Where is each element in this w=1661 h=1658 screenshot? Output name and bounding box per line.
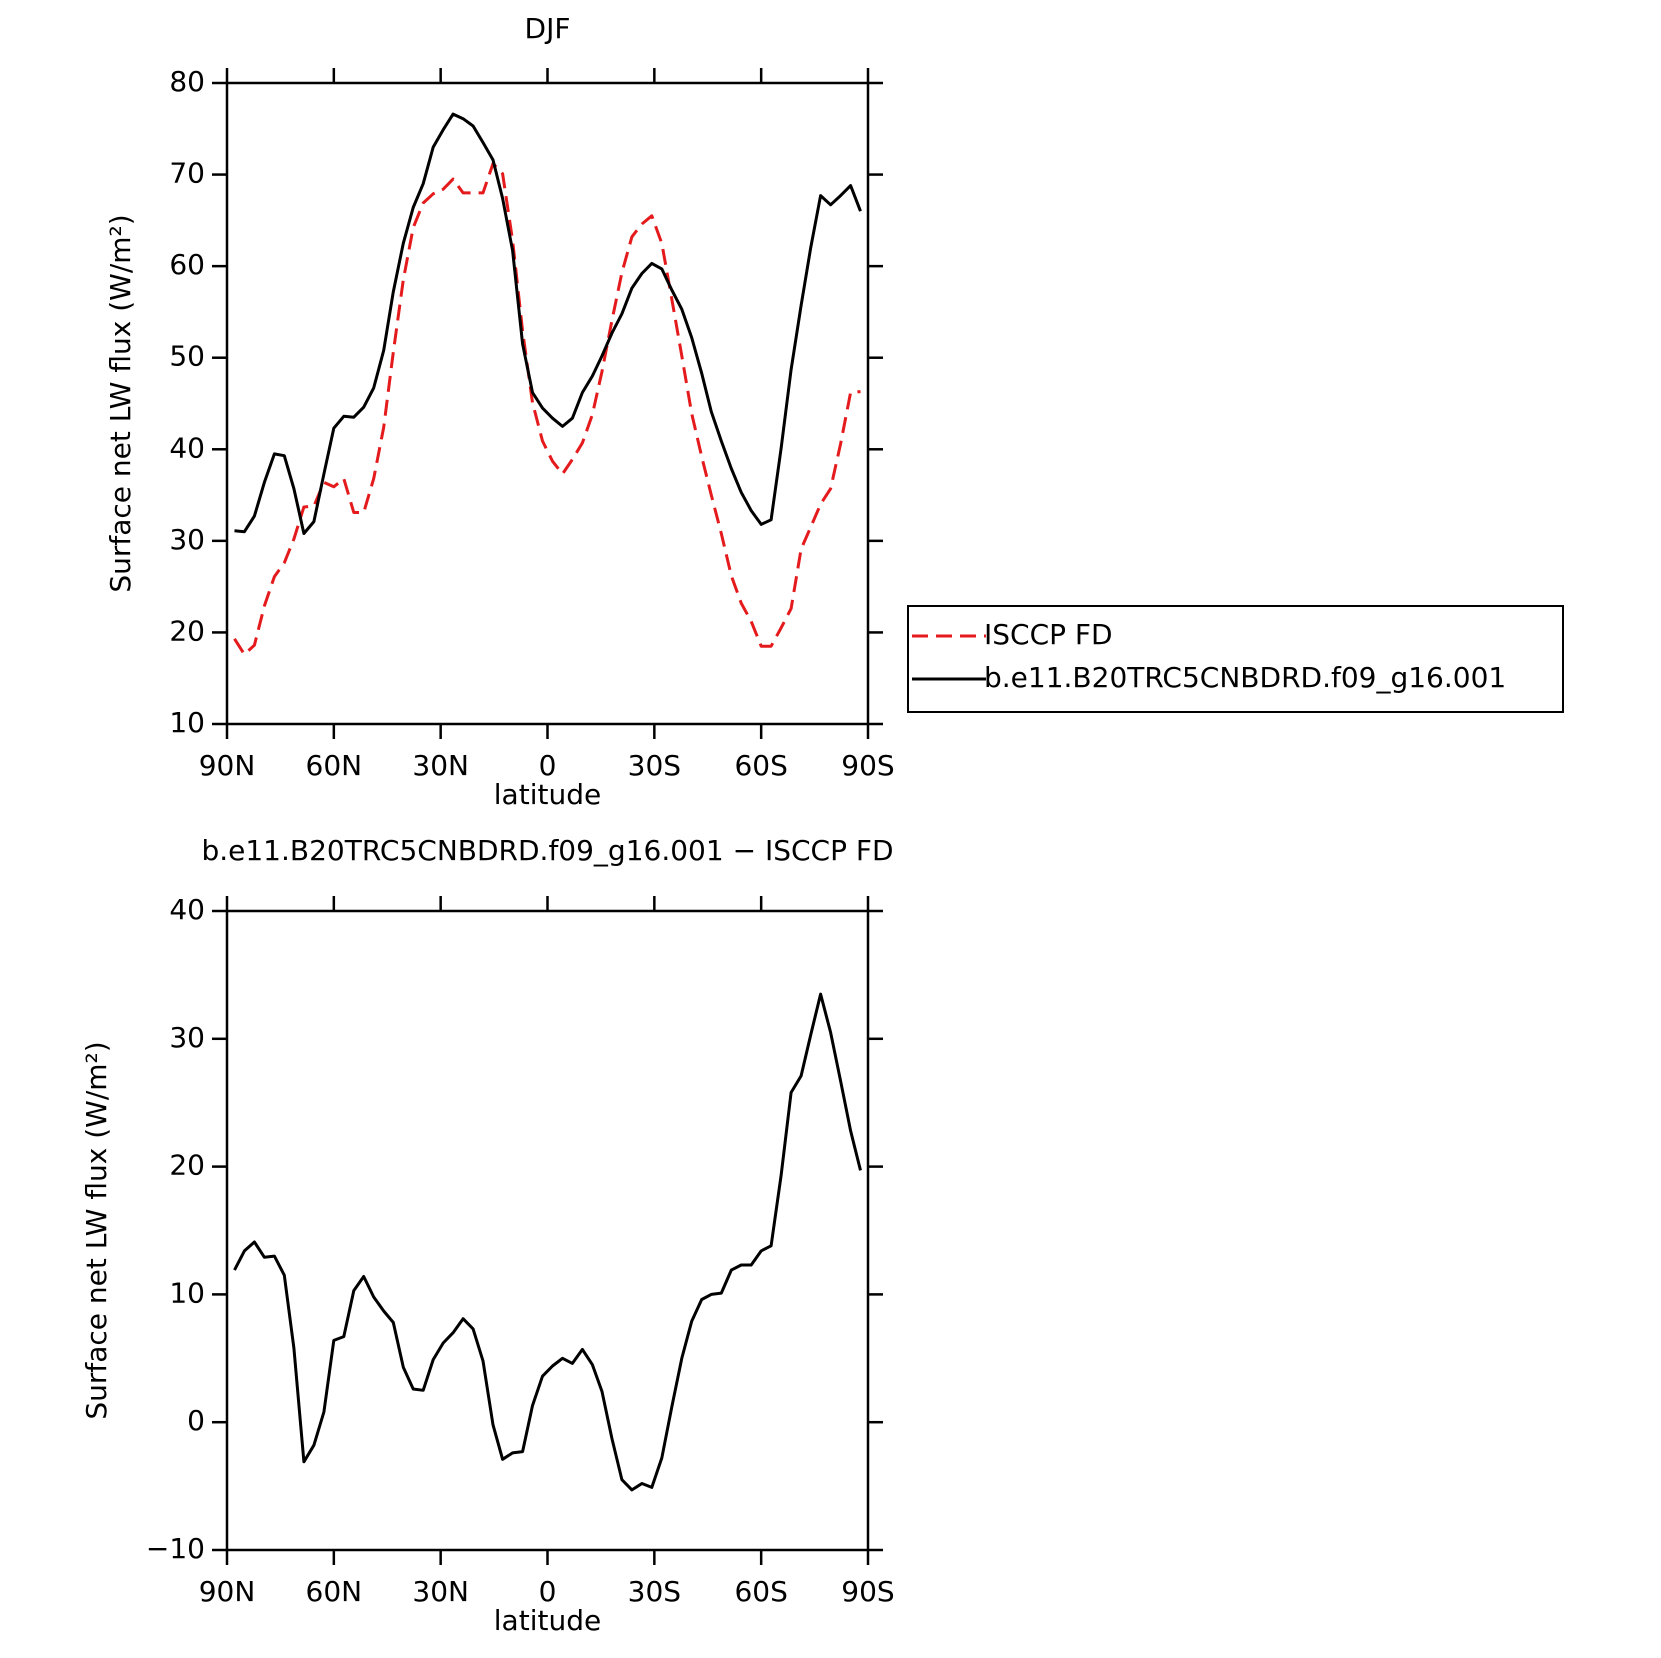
data-line [233, 992, 862, 1492]
y-tick-label: 30 [169, 1021, 205, 1054]
x-tick-label: 60N [306, 1575, 363, 1608]
x-tick-label: 0 [539, 749, 557, 782]
x-tick-label: 90N [199, 1575, 256, 1608]
chart-title: b.e11.B20TRC5CNBDRD.f09_g16.001 − ISCCP … [201, 834, 893, 867]
y-tick-label: 40 [169, 893, 205, 926]
x-tick-label: 90S [841, 1575, 894, 1608]
x-tick-label: 60N [306, 749, 363, 782]
y-tick-label: 80 [169, 65, 205, 98]
y-tick-label: 60 [169, 248, 205, 281]
x-tick-label: 30S [628, 1575, 681, 1608]
x-tick-label: 90S [841, 749, 894, 782]
legend-label: b.e11.B20TRC5CNBDRD.f09_g16.001 [984, 661, 1506, 694]
x-tick-label: 60S [734, 1575, 787, 1608]
y-tick-label: 0 [187, 1404, 205, 1437]
plot-frame [225, 81, 870, 726]
x-tick-label: 90N [199, 749, 256, 782]
y-tick-label: 70 [169, 157, 205, 190]
y-tick-label: 50 [169, 340, 205, 373]
legend-label: ISCCP FD [984, 618, 1113, 651]
y-tick-label: 20 [169, 1149, 205, 1182]
y-tick-label: −10 [146, 1532, 205, 1565]
x-tick-label: 30S [628, 749, 681, 782]
x-tick-label: 60S [734, 749, 787, 782]
y-tick-label: 20 [169, 614, 205, 647]
x-axis-label: latitude [494, 1604, 601, 1637]
x-tick-label: 30N [412, 1575, 469, 1608]
y-axis-label: Surface net LW flux (W/m²) [80, 1041, 113, 1419]
legend-box [907, 605, 1564, 713]
y-axis-label: Surface net LW flux (W/m²) [104, 214, 137, 592]
y-tick-label: 30 [169, 523, 205, 556]
y-tick-label: 40 [169, 431, 205, 464]
x-tick-label: 0 [539, 1575, 557, 1608]
data-line [234, 112, 862, 535]
x-axis-label: latitude [494, 778, 601, 811]
y-tick-label: 10 [169, 706, 205, 739]
data-line [233, 162, 861, 656]
y-tick-label: 10 [169, 1276, 205, 1309]
chart-title: DJF [525, 12, 571, 45]
x-tick-label: 30N [412, 749, 469, 782]
